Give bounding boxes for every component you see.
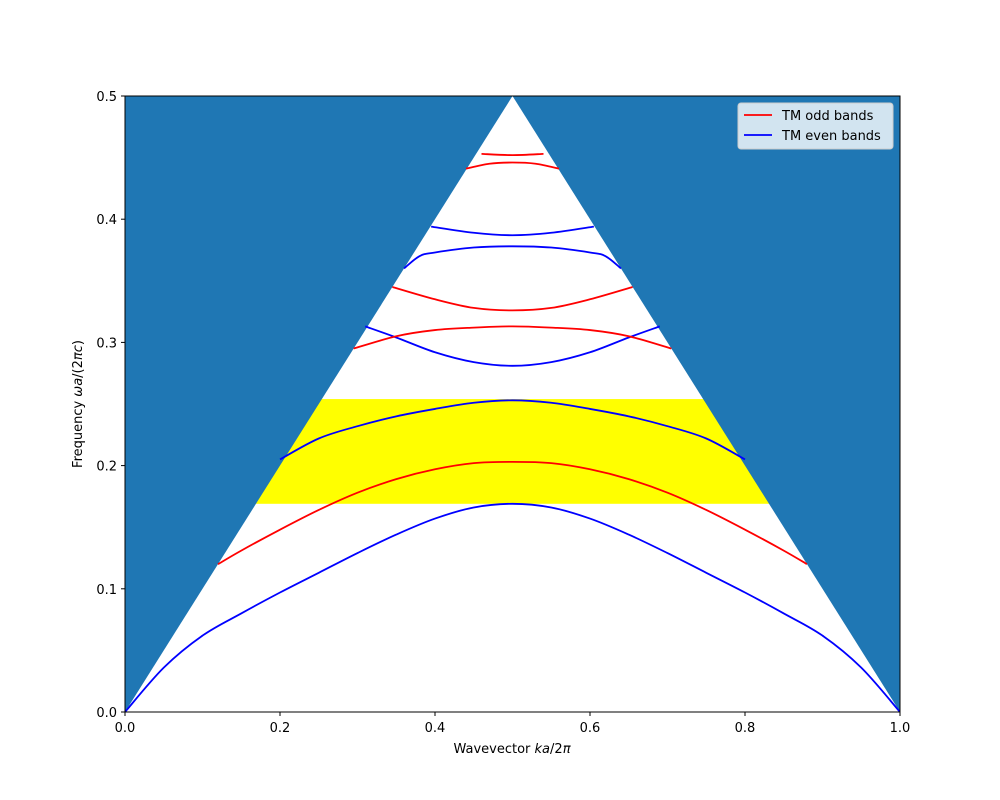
y-tick-label: 0.0 — [96, 706, 117, 721]
x-tick-label: 0.4 — [425, 721, 446, 736]
y-tick-label: 0.1 — [96, 583, 117, 598]
band-line-odd-5 — [392, 286, 633, 312]
band-line-even-7 — [431, 225, 595, 237]
x-tick-label: 0.0 — [115, 721, 136, 736]
y-tick-label: 0.5 — [96, 90, 117, 105]
band-line-odd-9 — [481, 153, 544, 157]
band-line-odd-8 — [465, 161, 560, 170]
y-tick-label: 0.2 — [96, 460, 117, 475]
legend-label-even: TM even bands — [781, 129, 881, 144]
band-line-even-2 — [279, 399, 746, 461]
x-tick-label: 1.0 — [890, 721, 911, 736]
x-tick-label: 0.8 — [735, 721, 756, 736]
x-axis-label: Wavevector ka/2π — [453, 742, 570, 757]
light-cone-left — [125, 96, 513, 712]
light-cone-right — [512, 96, 900, 712]
x-tick-label: 0.6 — [580, 721, 601, 736]
series-group — [125, 153, 900, 712]
y-axis: 0.0 0.1 0.2 0.3 0.4 0.5 — [96, 90, 125, 721]
y-tick-label: 0.4 — [96, 213, 117, 228]
band-line-even-0 — [125, 502, 900, 712]
legend: TM odd bands TM even bands — [737, 102, 894, 150]
x-tick-label: 0.2 — [270, 721, 291, 736]
y-axis-label: Frequency ωa/(2πc) — [71, 340, 86, 468]
legend-label-odd: TM odd bands — [781, 109, 874, 124]
y-tick-label: 0.3 — [96, 336, 117, 351]
x-axis: 0.0 0.2 0.4 0.6 0.8 1.0 — [115, 712, 911, 736]
band-line-odd-4 — [353, 325, 672, 350]
band-line-even-3 — [364, 325, 661, 367]
band-line-even-6 — [403, 245, 622, 270]
axes-frame — [124, 95, 901, 713]
band-line-odd-1 — [217, 461, 808, 565]
plot-area — [125, 96, 900, 712]
legend-box — [737, 102, 894, 150]
